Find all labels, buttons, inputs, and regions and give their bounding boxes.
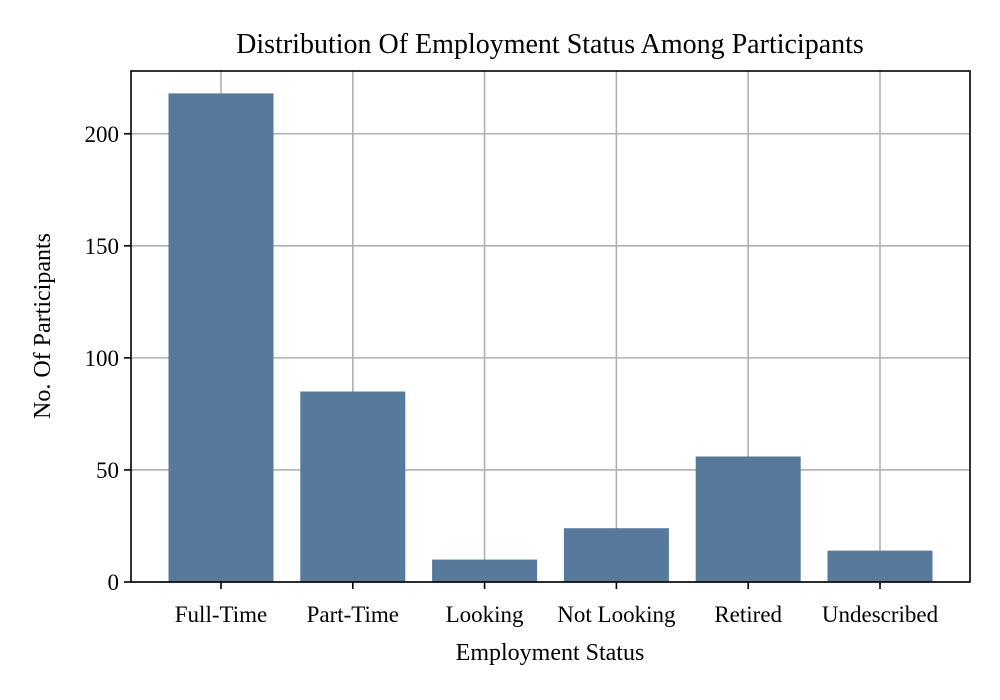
ticks-layer: 0 50 100 150 200 Full-Time Part-Time Looking Not… bbox=[85, 122, 939, 627]
y-tick-label: 50 bbox=[96, 458, 119, 483]
x-tick-label: Looking bbox=[446, 602, 524, 627]
chart-title: Distribution Of Employment Status Among … bbox=[236, 29, 864, 60]
y-tick-label: 150 bbox=[85, 234, 120, 259]
bars-layer bbox=[168, 93, 933, 582]
x-tick-label: Full-Time bbox=[175, 602, 267, 627]
x-tick-label: Retired bbox=[714, 602, 782, 627]
bar-full-time bbox=[168, 93, 274, 582]
y-tick-label: 200 bbox=[85, 122, 120, 147]
bar-not-looking bbox=[563, 528, 669, 582]
x-tick-label: Not Looking bbox=[557, 602, 676, 627]
bar-retired bbox=[695, 456, 801, 582]
x-axis-label: Employment Status bbox=[456, 640, 645, 666]
bar-part-time bbox=[300, 391, 406, 582]
x-tick-label: Undescribed bbox=[822, 602, 939, 627]
y-tick-label: 100 bbox=[85, 346, 120, 371]
bar-looking bbox=[432, 559, 538, 582]
y-axis-label: No. Of Participants bbox=[30, 233, 56, 419]
plot-area-frame bbox=[130, 70, 971, 583]
bar-undescribed bbox=[827, 550, 933, 582]
x-tick-label: Part-Time bbox=[307, 602, 399, 627]
y-tick-label: 0 bbox=[108, 570, 120, 595]
